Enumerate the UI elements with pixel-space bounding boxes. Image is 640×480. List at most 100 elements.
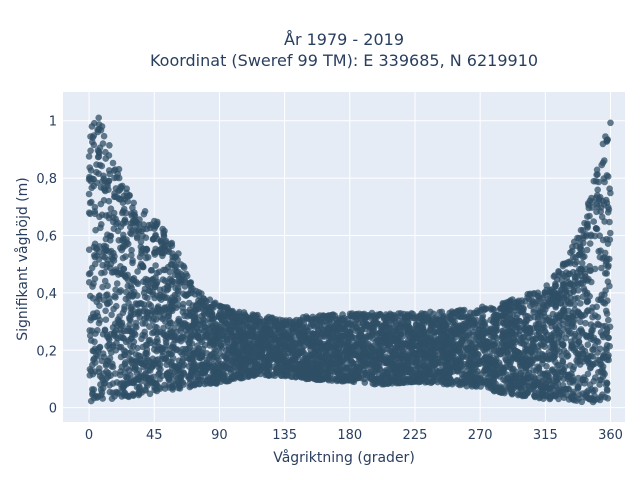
scatter-point	[565, 278, 572, 286]
scatter-point	[106, 232, 114, 240]
scatter-point	[147, 377, 154, 385]
scatter-point	[550, 273, 558, 280]
scatter-point	[603, 258, 610, 265]
scatter-point	[332, 334, 339, 342]
scatter-point	[505, 326, 512, 334]
scatter-point	[141, 328, 148, 336]
scatter-point	[591, 265, 599, 273]
scatter-point	[129, 293, 136, 300]
scatter-point	[595, 178, 602, 186]
scatter-point	[202, 330, 210, 338]
scatter-point	[90, 280, 97, 288]
scatter-point	[546, 351, 554, 359]
scatter-point	[598, 213, 606, 221]
scatter-point	[177, 368, 184, 375]
scatter-point	[95, 125, 103, 133]
scatter-point	[99, 261, 106, 269]
scatter-point	[145, 337, 153, 345]
scatter-point	[604, 240, 612, 247]
scatter-point	[590, 377, 598, 385]
scatter-point	[457, 312, 464, 320]
scatter-point	[169, 294, 176, 301]
scatter-point	[121, 369, 128, 376]
scatter-point	[130, 392, 137, 400]
scatter-point	[221, 364, 229, 372]
scatter-point	[392, 338, 400, 346]
scatter-point	[91, 345, 99, 353]
scatter-point	[574, 358, 582, 366]
scatter-point	[90, 355, 98, 362]
scatter-point	[137, 243, 145, 251]
scatter-point	[144, 253, 152, 261]
scatter-point	[541, 291, 548, 299]
scatter-point	[569, 366, 577, 373]
scatter-point	[489, 305, 497, 313]
scatter-point	[122, 242, 129, 249]
scatter-point	[138, 335, 145, 343]
scatter-point	[141, 208, 149, 215]
scatter-point	[552, 392, 560, 400]
scatter-point	[505, 341, 513, 349]
scatter-point	[131, 366, 139, 373]
scatter-point	[158, 249, 166, 257]
scatter-point	[165, 248, 173, 255]
scatter-point	[408, 343, 416, 350]
scatter-point	[96, 161, 104, 169]
scatter-point	[427, 308, 434, 316]
scatter-point	[88, 314, 95, 322]
scatter-point	[151, 249, 158, 256]
scatter-point	[128, 251, 135, 259]
scatter-point	[330, 326, 337, 333]
scatter-point	[110, 167, 118, 174]
scatter-point	[437, 346, 445, 354]
scatter-point	[254, 336, 262, 343]
scatter-point	[261, 318, 269, 325]
scatter-point	[240, 366, 247, 374]
scatter-point	[323, 375, 331, 382]
scatter-point	[93, 298, 100, 306]
scatter-point	[474, 343, 482, 351]
scatter-point	[560, 306, 568, 313]
scatter-point	[498, 389, 506, 396]
scatter-point	[584, 370, 592, 378]
scatter-point	[307, 373, 314, 380]
scatter-point	[107, 247, 115, 255]
scatter-point	[581, 347, 589, 355]
scatter-point	[584, 394, 591, 402]
scatter-point	[308, 320, 315, 327]
scatter-point	[419, 336, 427, 343]
scatter-point	[556, 329, 563, 336]
scatter-point	[118, 184, 125, 192]
scatter-point	[399, 332, 407, 340]
scatter-point	[173, 328, 180, 336]
scatter-point	[143, 245, 150, 253]
scatter-point	[607, 119, 614, 127]
scatter-point	[141, 315, 148, 323]
scatter-point	[117, 263, 124, 270]
scatter-point	[129, 204, 136, 211]
scatter-point	[89, 134, 97, 141]
scatter-point	[93, 168, 100, 176]
scatter-point	[187, 376, 194, 383]
scatter-point	[369, 335, 376, 342]
scatter-point	[299, 337, 307, 344]
scatter-point	[215, 334, 222, 341]
scatter-point	[195, 289, 203, 296]
scatter-point	[154, 304, 161, 312]
scatter-point	[586, 240, 594, 247]
scatter-point	[199, 363, 206, 370]
scatter-point	[604, 263, 612, 271]
scatter-point	[347, 329, 354, 337]
scatter-point	[168, 319, 175, 327]
scatter-point	[105, 211, 113, 218]
scatter-point	[112, 347, 120, 354]
scatter-point	[319, 330, 326, 338]
scatter-point	[152, 262, 159, 269]
scatter-point	[135, 308, 143, 315]
scatter-point	[119, 322, 126, 330]
scatter-point	[389, 361, 396, 368]
scatter-point	[192, 302, 200, 310]
scatter-point	[150, 235, 157, 243]
scatter-point	[562, 289, 569, 296]
scatter-point	[384, 369, 391, 377]
